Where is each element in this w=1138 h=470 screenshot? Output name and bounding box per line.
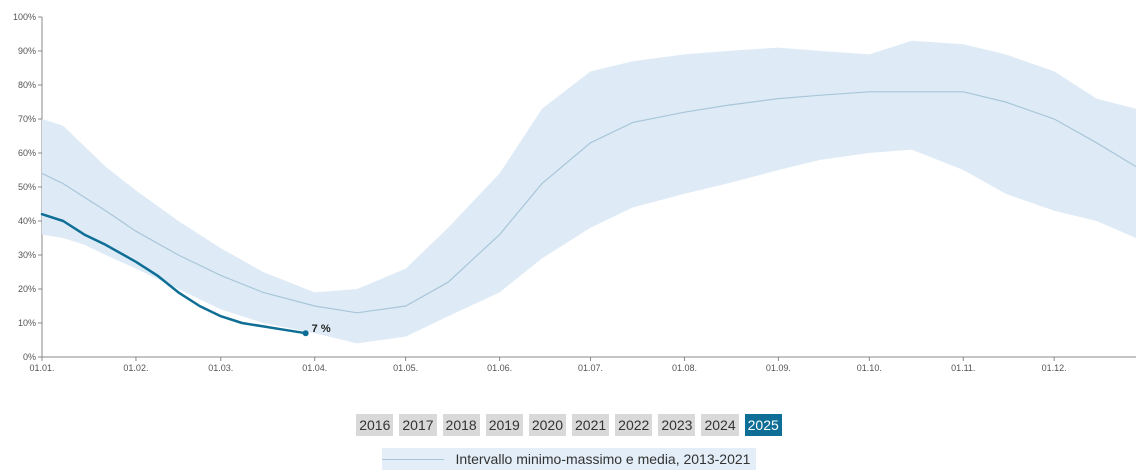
year-button-2025[interactable]: 2025 [744,414,782,436]
series-end-point [302,330,309,337]
legend: Intervallo minimo-massimo e media, 2013-… [0,448,1138,470]
y-tick-label: 40% [18,216,36,226]
range-band-layer [41,40,1137,344]
series-layer: 7 % [40,212,331,337]
y-tick-label: 30% [18,250,36,260]
y-tick-label: 80% [18,80,36,90]
series-end-label: 7 % [312,323,331,335]
y-tick-label: 100% [13,12,36,22]
year-button-2016[interactable]: 2016 [356,414,394,436]
year-selector: 2016 2017 2018 2019 2020 2021 2022 2023 2024 2025 [0,414,1138,436]
range-band [42,40,1136,344]
year-button-2018[interactable]: 2018 [442,414,480,436]
y-tick-label: 70% [18,114,36,124]
x-axis: 01.01. 01.02. 01.03. 01.04. 01.05. 01.06. 01.0… [29,356,1136,373]
legend-label: Intervallo minimo-massimo e media, 2013-… [455,451,751,467]
x-tick-label: 01.01. [29,363,54,373]
mean-line [41,91,1137,314]
year-button-2017[interactable]: 2017 [399,414,437,436]
year-button-2021[interactable]: 2021 [572,414,610,436]
series-line-2025 [40,212,307,335]
y-tick-label: 0% [23,352,36,362]
x-tick-label: 01.06. [487,363,512,373]
x-tick-label: 01.08. [672,363,697,373]
x-tick-label: 01.05. [393,363,418,373]
legend-item[interactable]: Intervallo minimo-massimo e media, 2013-… [381,448,757,470]
x-tick-label: 01.12. [1042,363,1067,373]
y-tick-label: 90% [18,46,36,56]
chart-plot: 0% 10% 20% 30% 40% 50% 60% 70% 80% 90% 100% 7 % 01… [13,12,1137,373]
x-tick-label: 01.09. [766,363,791,373]
y-tick-label: 60% [18,148,36,158]
x-tick-label: 01.02. [123,363,148,373]
x-tick-label: 01.07. [578,363,603,373]
x-tick-label: 01.10. [857,363,882,373]
year-button-2023[interactable]: 2023 [658,414,696,436]
year-button-2020[interactable]: 2020 [528,414,566,436]
x-tick-label: 01.03. [208,363,233,373]
y-tick-label: 50% [18,182,36,192]
y-axis: 0% 10% 20% 30% 40% 50% 60% 70% 80% 90% 100% [13,12,43,362]
year-button-2019[interactable]: 2019 [485,414,523,436]
x-tick-label: 01.11. [951,363,975,373]
year-button-2022[interactable]: 2022 [615,414,653,436]
y-tick-label: 20% [18,284,36,294]
y-tick-label: 10% [18,318,36,328]
year-button-2024[interactable]: 2024 [701,414,739,436]
x-tick-label: 01.04. [302,363,327,373]
legend-swatch [381,450,444,468]
